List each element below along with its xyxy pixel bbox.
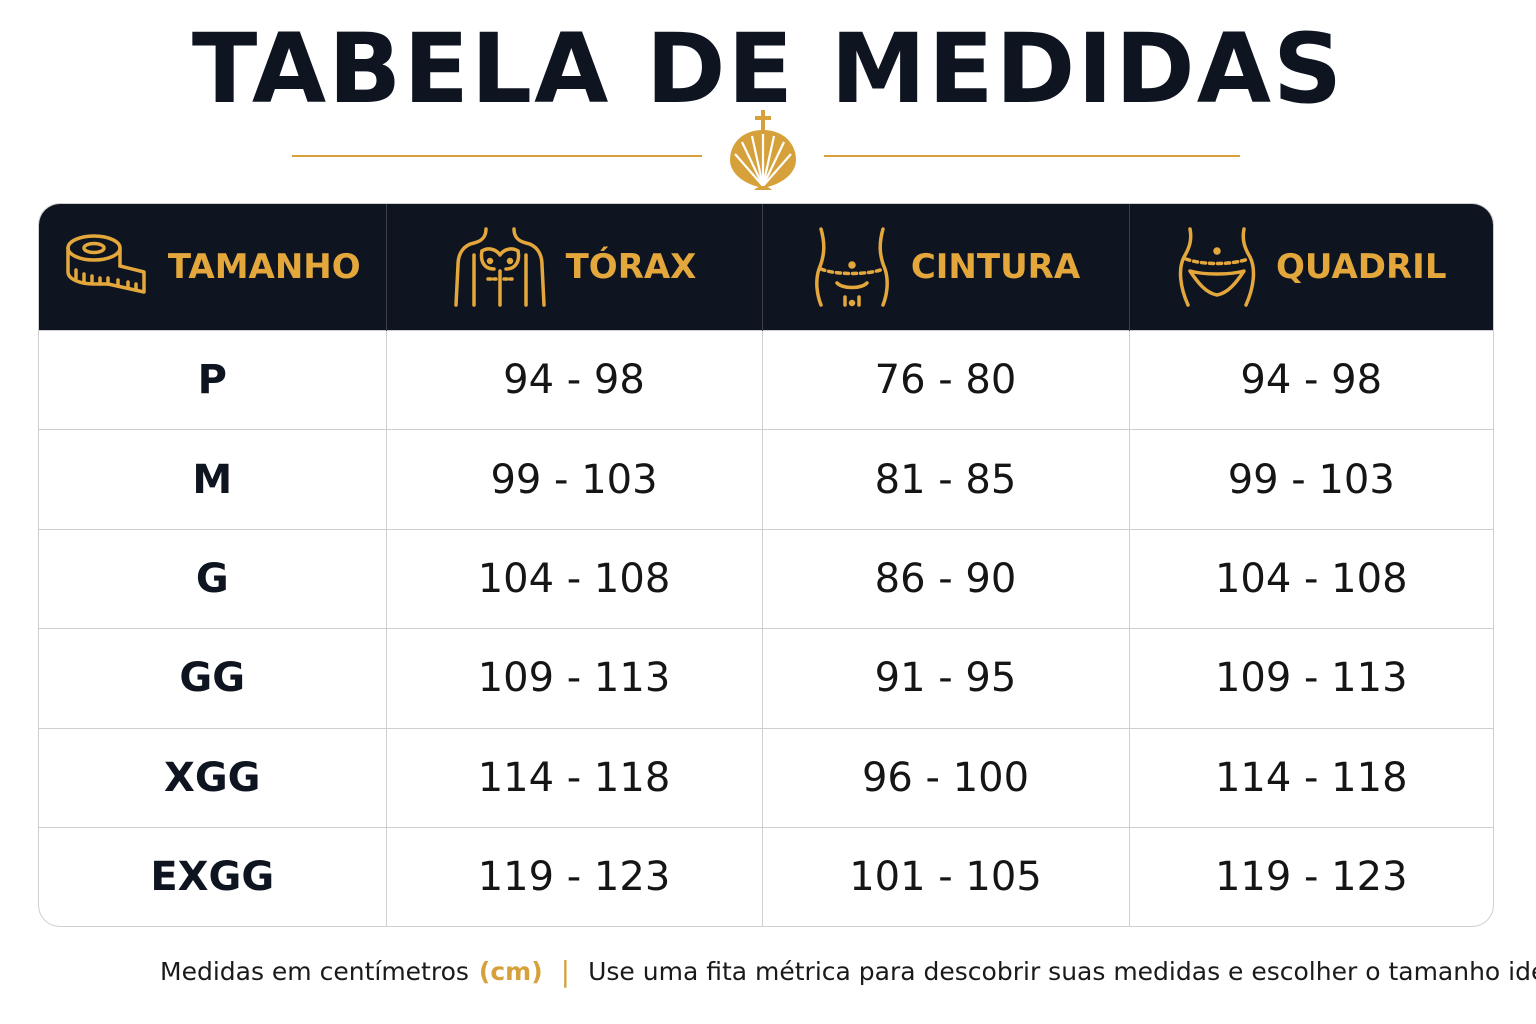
quadril-cell: 94 - 98 (1129, 329, 1493, 430)
size-cell: GG (39, 628, 387, 729)
cintura-cell: 76 - 80 (762, 329, 1130, 430)
header-label: TAMANHO (167, 247, 361, 287)
header-label: CINTURA (910, 247, 1081, 287)
size-cell: M (39, 429, 387, 530)
footer-text: Medidas em centímetros (160, 957, 469, 986)
header-cintura: CINTURA (762, 204, 1130, 331)
size-cell: G (39, 528, 387, 629)
divider-right (824, 155, 1240, 157)
waist-icon (814, 227, 889, 307)
quadril-cell: 104 - 108 (1129, 528, 1493, 629)
cintura-cell: 91 - 95 (762, 628, 1130, 729)
chest-icon (453, 227, 546, 307)
cintura-cell: 86 - 90 (762, 528, 1130, 629)
size-cell: P (39, 329, 387, 430)
footer-tip: Use uma fita métrica para descobrir suas… (588, 957, 1536, 986)
page-title: TABELA DE MEDIDAS (191, 13, 1345, 125)
torax-cell: 99 - 103 (386, 429, 763, 530)
table-row: GG 109 - 113 91 - 95 109 - 113 (39, 628, 1493, 729)
table-row: G 104 - 108 86 - 90 104 - 108 (39, 528, 1493, 629)
torax-cell: 94 - 98 (386, 329, 763, 430)
hip-icon (1178, 227, 1256, 307)
divider-left (292, 155, 702, 157)
size-table: TAMANHO (38, 203, 1494, 927)
header-tamanho: TAMANHO (39, 204, 387, 331)
table-row: XGG 114 - 118 96 - 100 114 - 118 (39, 727, 1493, 828)
table-row: P 94 - 98 76 - 80 94 - 98 (39, 329, 1493, 430)
cintura-cell: 101 - 105 (762, 826, 1130, 926)
tape-measure-icon (66, 234, 146, 294)
torax-cell: 104 - 108 (386, 528, 763, 629)
table-row: M 99 - 103 81 - 85 99 - 103 (39, 429, 1493, 530)
header-torax: TÓRAX (386, 204, 763, 331)
header-label: TÓRAX (565, 247, 697, 287)
footer-separator: | (560, 955, 571, 988)
quadril-cell: 109 - 113 (1129, 628, 1493, 729)
header-quadril: QUADRIL (1129, 204, 1493, 331)
quadril-cell: 119 - 123 (1129, 826, 1493, 926)
quadril-cell: 99 - 103 (1129, 429, 1493, 530)
table-row: EXGG 119 - 123 101 - 105 119 - 123 (39, 826, 1493, 926)
footer-note: Medidas em centímetros (cm) | Use uma fi… (160, 955, 1536, 988)
torax-cell: 114 - 118 (386, 727, 763, 828)
cintura-cell: 96 - 100 (762, 727, 1130, 828)
torax-cell: 119 - 123 (386, 826, 763, 926)
table-header-row: TAMANHO (39, 204, 1493, 331)
quadril-cell: 114 - 118 (1129, 727, 1493, 828)
torax-cell: 109 - 113 (386, 628, 763, 729)
cintura-cell: 81 - 85 (762, 429, 1130, 530)
scallop-shell-cross-icon (730, 110, 796, 190)
size-cell: XGG (39, 727, 387, 828)
size-cell: EXGG (39, 826, 387, 926)
header-label: QUADRIL (1276, 247, 1447, 287)
footer-unit: (cm) (478, 957, 543, 986)
